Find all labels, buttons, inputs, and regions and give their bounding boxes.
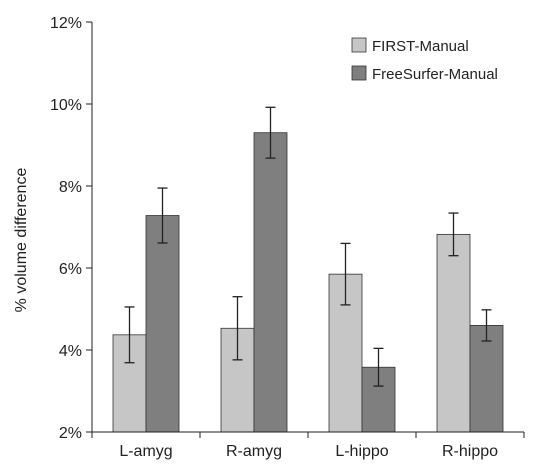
bar-freesurfer-manual-r-amyg <box>253 132 288 433</box>
legend: FIRST-Manual FreeSurfer-Manual <box>351 37 498 83</box>
y-tick-label: 2% <box>59 425 82 442</box>
bars <box>112 132 504 433</box>
error-bar <box>340 242 351 306</box>
error-bars <box>124 106 492 387</box>
legend-item: FreeSurfer-Manual <box>351 65 498 83</box>
y-axis-title: % volume difference <box>13 168 30 313</box>
error-bar <box>124 306 135 364</box>
bar-freesurfer-manual-r-hippo <box>469 324 504 433</box>
bar-first-manual-r-hippo <box>436 233 471 433</box>
y-tick-label: 4% <box>59 343 82 360</box>
error-bar <box>232 296 243 361</box>
y-tick-label: 6% <box>59 261 82 278</box>
y-tick-label: 10% <box>50 97 82 114</box>
error-bar <box>373 347 384 387</box>
error-bar <box>157 187 168 244</box>
x-category-label: R-hippo <box>442 443 498 460</box>
error-bar <box>265 106 276 159</box>
y-axis-ticks: 2% 4% 6% 8% 10% 12% <box>50 15 92 442</box>
error-bar <box>448 212 459 257</box>
x-axis-category-labels: L-amyg R-amyg L-hippo R-hippo <box>119 443 498 460</box>
legend-label: FreeSurfer-Manual <box>372 66 498 83</box>
y-tick-label: 8% <box>59 179 82 196</box>
error-bar <box>481 309 492 342</box>
legend-swatch <box>351 65 367 81</box>
legend-label: FIRST-Manual <box>372 38 469 55</box>
x-category-label: L-amyg <box>119 443 172 460</box>
bar-freesurfer-manual-l-amyg <box>145 215 180 433</box>
x-category-label: R-amyg <box>226 443 282 460</box>
y-tick-label: 12% <box>50 15 82 32</box>
x-axis-ticks <box>91 432 525 438</box>
x-category-label: L-hippo <box>335 443 388 460</box>
legend-swatch <box>351 37 367 53</box>
legend-item: FIRST-Manual <box>351 37 469 55</box>
